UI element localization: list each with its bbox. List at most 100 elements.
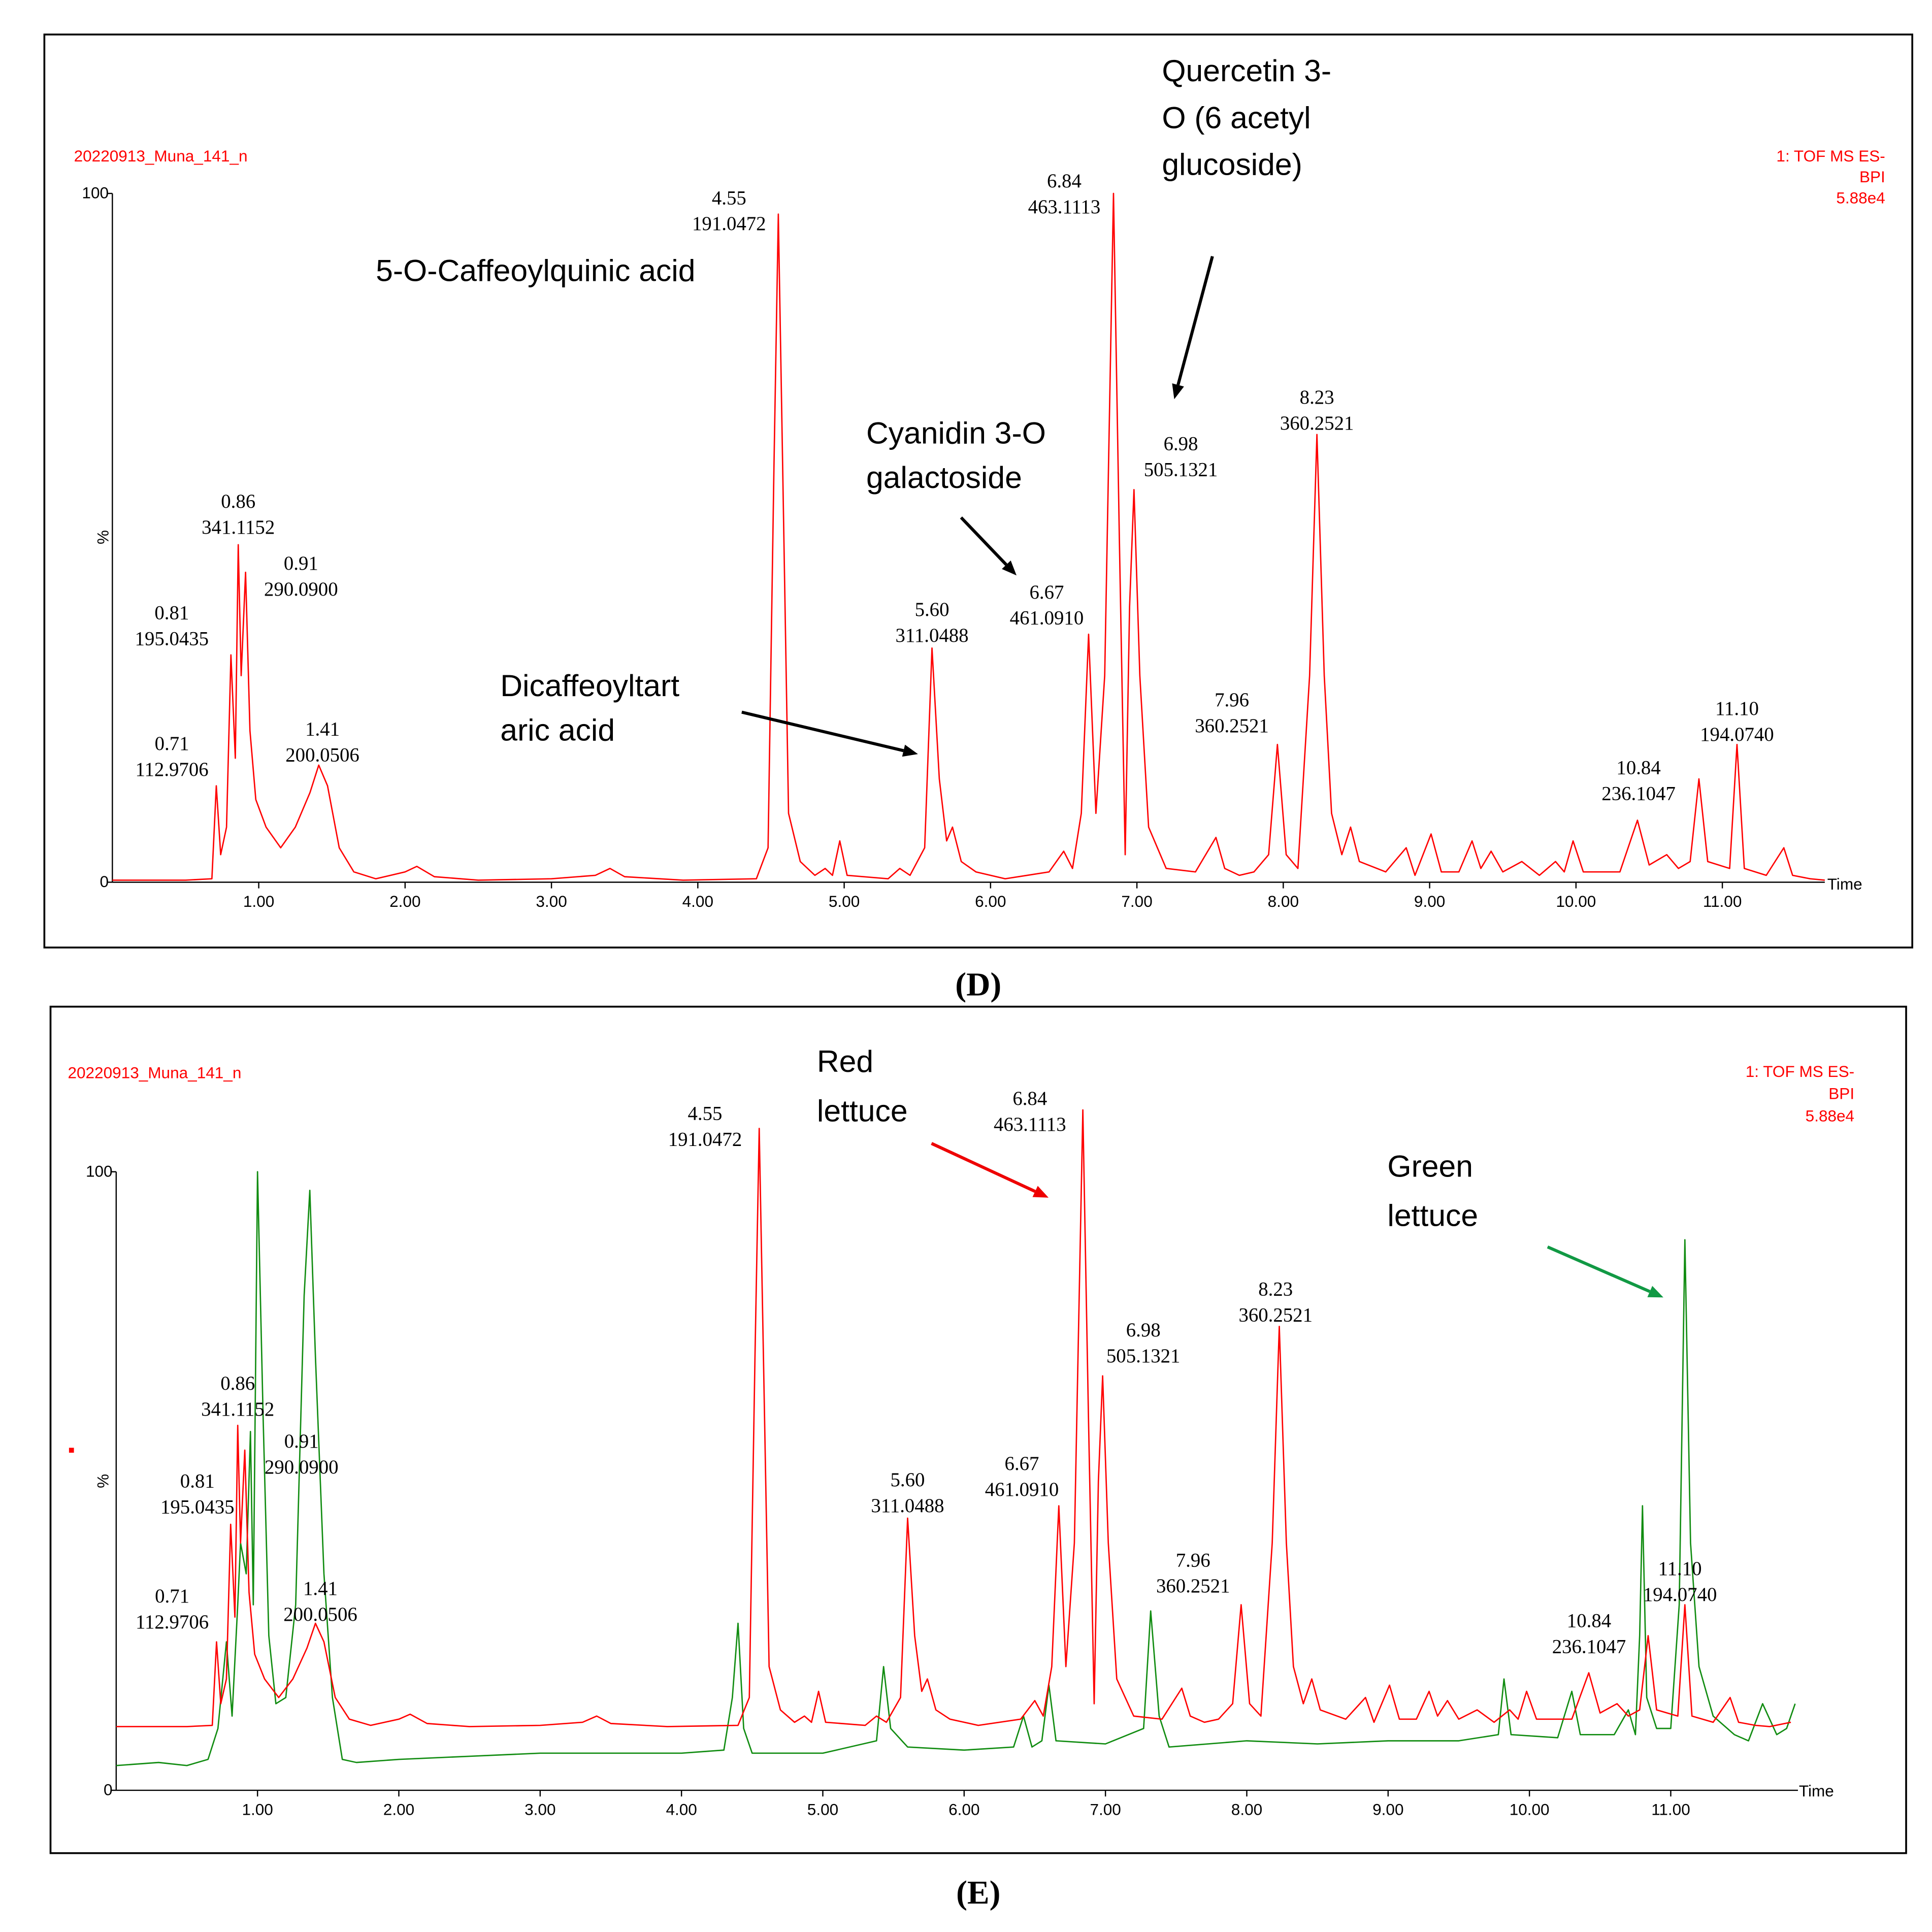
y-tick-label: 0	[104, 1781, 113, 1799]
peak-label: 191.0472	[668, 1128, 742, 1150]
x-tick-label: 3.00	[525, 1800, 555, 1818]
peak-label: 0.81	[180, 1470, 215, 1492]
trace	[116, 1109, 1791, 1727]
peak-label: 7.96	[1215, 689, 1249, 711]
arrow-head	[902, 744, 918, 757]
peak-label: 311.0488	[871, 1495, 944, 1517]
peak-label: 463.1113	[1028, 196, 1101, 218]
callout-text: lettuce	[817, 1093, 908, 1128]
x-tick-label: 10.00	[1510, 1800, 1550, 1818]
arrow-head	[1172, 383, 1184, 400]
x-tick-label: 10.00	[1556, 892, 1596, 910]
y-axis-label: %	[94, 1474, 112, 1488]
peak-label: 360.2521	[1280, 412, 1354, 434]
callout-text: aric acid	[500, 712, 615, 747]
peak-label: 0.81	[154, 602, 189, 624]
detector-info: 5.88e4	[1836, 188, 1885, 207]
peak-label: 236.1047	[1552, 1635, 1626, 1657]
x-tick-label: 4.00	[666, 1800, 697, 1818]
callout-text: Cyanidin 3-O	[866, 416, 1046, 450]
peak-label: 10.84	[1567, 1610, 1611, 1631]
y-axis-label: %	[94, 530, 112, 544]
x-tick-label: 1.00	[243, 892, 274, 910]
x-tick-label: 8.00	[1231, 1800, 1262, 1818]
peak-label: 0.86	[221, 490, 255, 512]
callout-text: Red	[817, 1044, 873, 1078]
peak-label: 0.71	[155, 1585, 189, 1607]
x-tick-label: 7.00	[1121, 892, 1152, 910]
peak-label: 6.84	[1047, 170, 1082, 192]
peak-label: 200.0506	[283, 1603, 357, 1625]
detector-info: BPI	[1859, 168, 1885, 186]
peak-label: 341.1152	[202, 516, 275, 538]
peak-label: 461.0910	[1010, 607, 1084, 629]
peak-label: 5.60	[915, 599, 949, 620]
x-tick-label: 9.00	[1372, 1800, 1403, 1818]
peak-label: 4.55	[712, 187, 746, 209]
callout-text: O (6 acetyl	[1162, 100, 1311, 135]
peak-label: 6.84	[1012, 1088, 1047, 1109]
y-tick-label: 0	[100, 872, 109, 891]
peak-label: 6.67	[1029, 581, 1064, 603]
peak-label: 8.23	[1300, 386, 1334, 408]
panel-frame	[49, 1005, 1907, 1854]
detector-info: 1: TOF MS ES-	[1746, 1062, 1854, 1080]
detector-info: 1: TOF MS ES-	[1776, 147, 1885, 165]
peak-label: 1.41	[303, 1578, 338, 1599]
callout-text: Quercetin 3-	[1162, 53, 1331, 88]
x-axis-label: Time	[1799, 1782, 1834, 1800]
peak-label: 6.98	[1164, 433, 1198, 455]
panel-title: (D)	[955, 967, 1001, 1003]
peak-label: 191.0472	[692, 213, 766, 235]
peak-label: 461.0910	[985, 1479, 1059, 1500]
x-tick-label: 7.00	[1090, 1800, 1121, 1818]
peak-label: 10.84	[1616, 757, 1660, 778]
callout-arrow	[1547, 1245, 1651, 1293]
peak-label: 505.1321	[1144, 459, 1218, 481]
x-tick-label: 2.00	[383, 1800, 414, 1818]
peak-label: 195.0435	[135, 628, 209, 649]
peak-label: 290.0900	[264, 578, 338, 600]
x-tick-label: 11.00	[1651, 1800, 1690, 1818]
peak-label: 195.0435	[160, 1496, 235, 1518]
peak-label: 7.96	[1176, 1549, 1210, 1571]
callout-text: 5-O-Caffeoylquinic acid	[376, 253, 695, 287]
arrow-head	[1032, 1186, 1049, 1198]
arrow-head	[1002, 560, 1017, 576]
peak-label: 112.9706	[136, 759, 209, 780]
callout-arrow	[931, 1142, 1036, 1193]
callout-text: lettuce	[1387, 1198, 1478, 1233]
arrow-head	[1647, 1286, 1663, 1298]
peak-label: 194.0740	[1643, 1584, 1717, 1606]
trace	[116, 1171, 1796, 1766]
y-tick-label: 100	[86, 1162, 113, 1180]
panel-title: (E)	[956, 1875, 1000, 1911]
callout-text: galactoside	[866, 460, 1022, 495]
peak-label: 6.67	[1005, 1453, 1039, 1475]
detector-info: 5.88e4	[1806, 1106, 1854, 1125]
peak-label: 194.0740	[1700, 724, 1774, 745]
x-tick-label: 9.00	[1414, 892, 1445, 910]
detector-info: BPI	[1828, 1085, 1854, 1103]
panel-frame	[43, 34, 1913, 948]
peak-label: 4.55	[688, 1102, 723, 1124]
callout-text: Dicaffeoyltart	[500, 668, 679, 703]
x-tick-label: 11.00	[1703, 892, 1742, 910]
peak-label: 0.71	[155, 733, 189, 755]
peak-label: 463.1113	[994, 1114, 1066, 1135]
peak-label: 360.2521	[1238, 1304, 1313, 1326]
peak-label: 11.10	[1658, 1558, 1702, 1580]
marker	[69, 1448, 74, 1453]
peak-label: 200.0506	[285, 744, 359, 766]
peak-label: 341.1152	[201, 1398, 274, 1420]
callout-arrow	[1176, 255, 1214, 385]
callout-text: Green	[1387, 1149, 1473, 1183]
x-tick-label: 6.00	[975, 892, 1006, 910]
peak-label: 5.60	[891, 1469, 925, 1491]
x-tick-label: 6.00	[948, 1800, 979, 1818]
peak-label: 8.23	[1258, 1279, 1293, 1300]
sample-name: 20220913_Muna_141_n	[74, 147, 248, 165]
peak-label: 1.41	[305, 718, 340, 740]
peak-label: 311.0488	[895, 625, 968, 646]
